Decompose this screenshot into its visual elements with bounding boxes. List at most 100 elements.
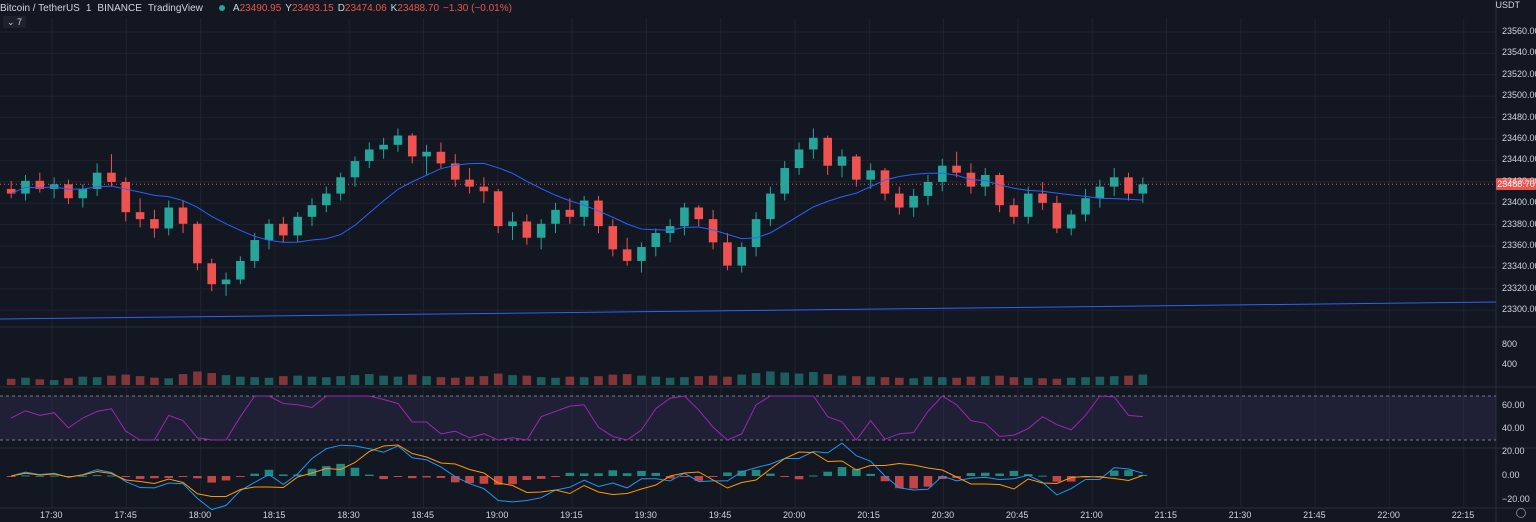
candle-body bbox=[364, 149, 374, 162]
volume-bar bbox=[751, 373, 761, 385]
macd-histogram-bar bbox=[551, 476, 560, 477]
candle-body bbox=[78, 188, 88, 199]
change-value: −1.30 (−0.01%) bbox=[443, 2, 512, 14]
candle-body bbox=[852, 156, 861, 180]
symbol-name[interactable]: Bitcoin / TetherUS bbox=[0, 2, 80, 14]
currency-label[interactable]: USDT bbox=[1495, 0, 1521, 10]
candle-body bbox=[608, 226, 618, 250]
candle-body bbox=[780, 168, 790, 194]
time-tick-label: 19:00 bbox=[485, 510, 509, 520]
volume-bar bbox=[694, 376, 704, 385]
time-tick-label: 20:30 bbox=[931, 510, 955, 520]
macd-histogram-bar bbox=[1109, 470, 1119, 476]
candle-body bbox=[121, 181, 131, 213]
macd-histogram-bar bbox=[794, 476, 804, 480]
price-tick-label: 23380.00 bbox=[1502, 218, 1536, 229]
candle-body bbox=[809, 137, 818, 150]
macd-histogram-bar bbox=[651, 472, 661, 476]
macd-histogram-bar bbox=[493, 476, 503, 485]
candle-body bbox=[393, 135, 403, 145]
candle-body bbox=[264, 223, 274, 241]
candle-body bbox=[164, 207, 174, 229]
volume-bar bbox=[164, 378, 174, 385]
time-tick-label: 18:45 bbox=[411, 510, 435, 520]
macd-tick-label: −20.00 bbox=[1502, 494, 1530, 504]
volume-bar bbox=[493, 373, 503, 385]
volume-bar bbox=[794, 373, 804, 385]
volume-bar bbox=[766, 371, 775, 385]
high-label: Y bbox=[285, 2, 292, 14]
low-label: D bbox=[337, 2, 345, 14]
volume-bar bbox=[479, 376, 489, 385]
candle-body bbox=[952, 165, 961, 173]
volume-tick-label: 800 bbox=[1502, 339, 1518, 349]
candle-body bbox=[92, 172, 102, 189]
candle-body bbox=[436, 151, 446, 164]
volume-bar bbox=[880, 377, 890, 385]
time-tick-label: 17:45 bbox=[114, 510, 137, 520]
macd-histogram-bar bbox=[809, 475, 818, 477]
volume-bar bbox=[307, 376, 317, 385]
volume-bar bbox=[637, 375, 646, 385]
time-tick-label: 20:15 bbox=[857, 510, 880, 520]
candle-body bbox=[837, 156, 847, 166]
candle-body bbox=[594, 200, 603, 227]
price-tick-label: 23420.00 bbox=[1502, 175, 1536, 186]
candle-body bbox=[178, 207, 188, 224]
price-tick-label: 23340.00 bbox=[1502, 261, 1536, 272]
candle-body bbox=[1038, 193, 1047, 203]
candle-body bbox=[1023, 193, 1033, 217]
candle-body bbox=[493, 191, 503, 227]
volume-bar bbox=[64, 378, 73, 385]
macd-histogram-bar bbox=[866, 473, 875, 476]
candle-body bbox=[1066, 214, 1076, 229]
candle-body bbox=[651, 233, 661, 248]
volume-bar bbox=[837, 375, 847, 385]
macd-histogram-bar bbox=[823, 471, 832, 476]
volume-bar bbox=[995, 375, 1004, 385]
macd-histogram-bar bbox=[465, 476, 474, 484]
last-price-tag: 23488.70 bbox=[1496, 178, 1536, 191]
macd-histogram-bar bbox=[594, 473, 603, 476]
indicator-toggle[interactable]: ⌄ 7 bbox=[3, 16, 27, 28]
volume-bar bbox=[551, 377, 560, 385]
interval-label[interactable]: 1 bbox=[85, 2, 92, 14]
macd-histogram-bar bbox=[766, 473, 775, 476]
macd-histogram-bar bbox=[393, 476, 403, 477]
rsi-tick-label: 60.00 bbox=[1502, 400, 1525, 410]
candle-body bbox=[995, 175, 1004, 206]
settings-icon[interactable] bbox=[1516, 508, 1526, 518]
volume-bar bbox=[723, 376, 732, 385]
rsi-band bbox=[0, 396, 1496, 440]
macd-histogram-bar bbox=[92, 475, 102, 477]
macd-histogram-bar bbox=[680, 476, 689, 477]
macd-histogram-bar bbox=[694, 476, 704, 481]
volume-bar bbox=[823, 374, 832, 385]
candle-body bbox=[723, 242, 732, 266]
candle-body bbox=[1009, 205, 1019, 217]
candle-body bbox=[1081, 198, 1090, 215]
candle-body bbox=[150, 219, 159, 229]
macd-histogram-bar bbox=[536, 476, 546, 479]
volume-bar bbox=[565, 376, 575, 385]
price-tick-label: 23460.00 bbox=[1502, 133, 1536, 143]
macd-histogram-bar bbox=[909, 476, 918, 489]
volume-bar bbox=[279, 376, 288, 385]
volume-bar bbox=[150, 377, 159, 385]
candle-body bbox=[579, 200, 589, 217]
candle-body bbox=[107, 172, 116, 182]
macd-histogram-bar bbox=[35, 475, 45, 477]
long-moving-average-line bbox=[0, 301, 1497, 320]
price-tick-label: 23320.00 bbox=[1502, 282, 1536, 293]
volume-bar bbox=[193, 371, 202, 385]
chevron-down-icon: ⌄ bbox=[7, 16, 18, 27]
candle-body bbox=[522, 221, 532, 238]
macd-histogram-bar bbox=[880, 476, 890, 482]
macd-histogram-bar bbox=[322, 466, 331, 476]
candle-body bbox=[737, 247, 747, 266]
candle-body bbox=[307, 205, 317, 217]
price-tick-label: 23300.00 bbox=[1502, 304, 1536, 315]
price-tick-label: 23560.00 bbox=[1502, 26, 1536, 36]
volume-bar bbox=[221, 375, 231, 385]
